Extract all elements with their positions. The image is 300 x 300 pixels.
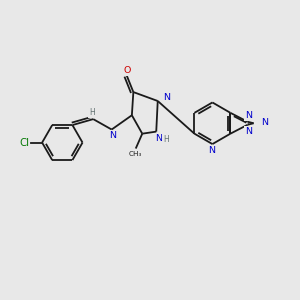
Text: CH₃: CH₃ bbox=[129, 151, 142, 157]
Text: N: N bbox=[261, 118, 268, 127]
Text: N: N bbox=[109, 131, 116, 140]
Text: O: O bbox=[123, 66, 130, 75]
Text: H: H bbox=[89, 108, 95, 117]
Text: N: N bbox=[245, 111, 252, 120]
Text: N: N bbox=[163, 93, 170, 102]
Text: N: N bbox=[245, 127, 252, 136]
Text: N: N bbox=[155, 134, 162, 142]
Text: Cl: Cl bbox=[19, 138, 29, 148]
Text: N: N bbox=[208, 146, 215, 155]
Text: H: H bbox=[163, 135, 169, 144]
